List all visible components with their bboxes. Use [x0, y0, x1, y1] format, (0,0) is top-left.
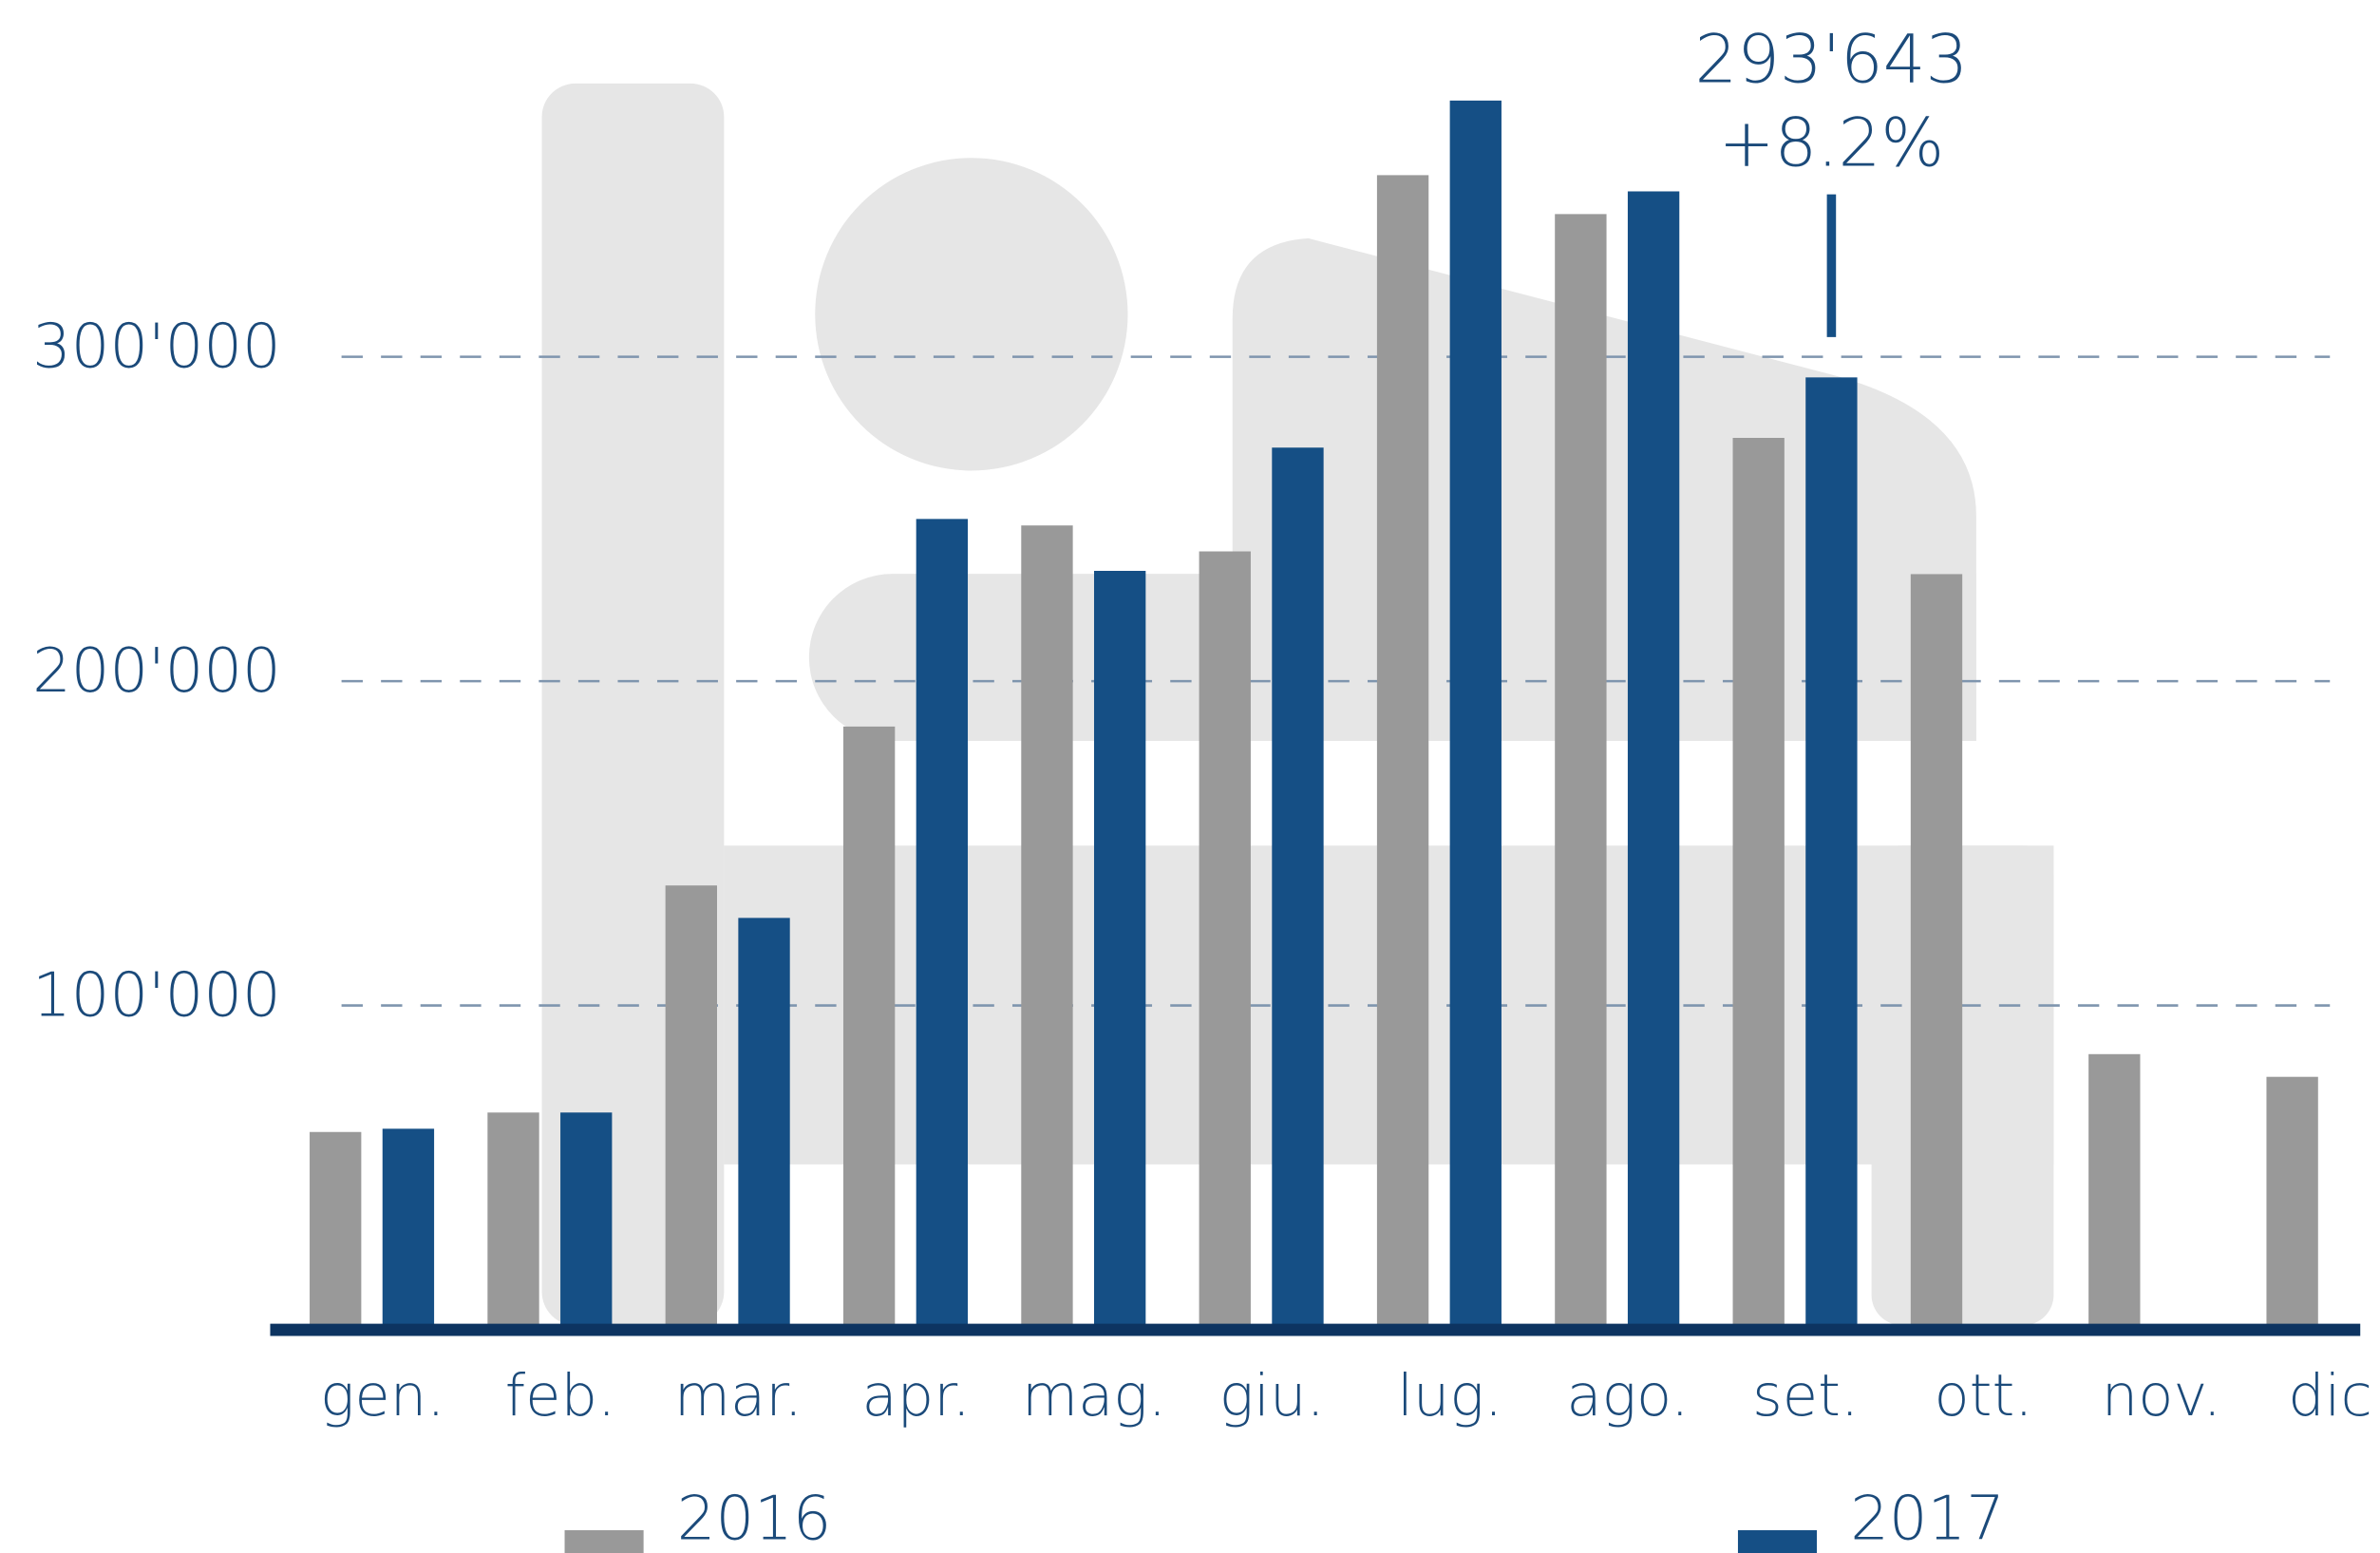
- bar: [1732, 438, 1785, 1331]
- bar: [1805, 377, 1858, 1331]
- bar: [310, 1131, 362, 1331]
- x-tick-label: ago.: [1566, 1363, 1689, 1430]
- x-tick-label: feb.: [505, 1363, 616, 1430]
- legend-swatch: [564, 1530, 644, 1553]
- bar: [2266, 1076, 2318, 1331]
- legend-swatch: [1737, 1530, 1818, 1553]
- bar: [1272, 447, 1324, 1331]
- x-tick-label: lug.: [1397, 1363, 1502, 1430]
- bar: [1021, 525, 1073, 1331]
- bar: [1910, 574, 1963, 1331]
- value-label: 293'643: [1695, 21, 1969, 99]
- bar: [1376, 175, 1429, 1331]
- bar: [738, 918, 790, 1331]
- x-tick-label: mar.: [674, 1363, 803, 1430]
- x-tick-label: set.: [1752, 1363, 1859, 1430]
- legend-label: 2016: [677, 1485, 832, 1553]
- y-tick-label: 100'000: [32, 961, 281, 1032]
- bar: [2088, 1053, 2141, 1331]
- annotation: +8.2%: [1719, 104, 1945, 182]
- x-tick-label: apr.: [861, 1363, 970, 1430]
- x-tick-label: dic.: [2288, 1363, 2380, 1430]
- x-tick-label: nov.: [2102, 1363, 2221, 1430]
- bar: [842, 726, 896, 1331]
- bar: [560, 1112, 613, 1331]
- bar: [916, 519, 969, 1331]
- x-tick-label: ott.: [1935, 1363, 2033, 1430]
- y-tick-label: 200'000: [32, 636, 281, 707]
- y-tick-label: 300'000: [32, 312, 281, 383]
- legend-label: 2017: [1850, 1485, 2005, 1553]
- x-tick-label: mag.: [1022, 1363, 1166, 1430]
- x-tick-label: giu.: [1219, 1363, 1325, 1430]
- x-tick-label: gen.: [320, 1363, 445, 1430]
- bar: [1627, 191, 1680, 1331]
- bar: [1199, 551, 1251, 1331]
- bar: [1093, 571, 1146, 1331]
- bar: [665, 885, 717, 1331]
- bar: [487, 1112, 539, 1331]
- bar: [1555, 214, 1607, 1331]
- bar: [1449, 100, 1502, 1331]
- bar: [382, 1128, 435, 1331]
